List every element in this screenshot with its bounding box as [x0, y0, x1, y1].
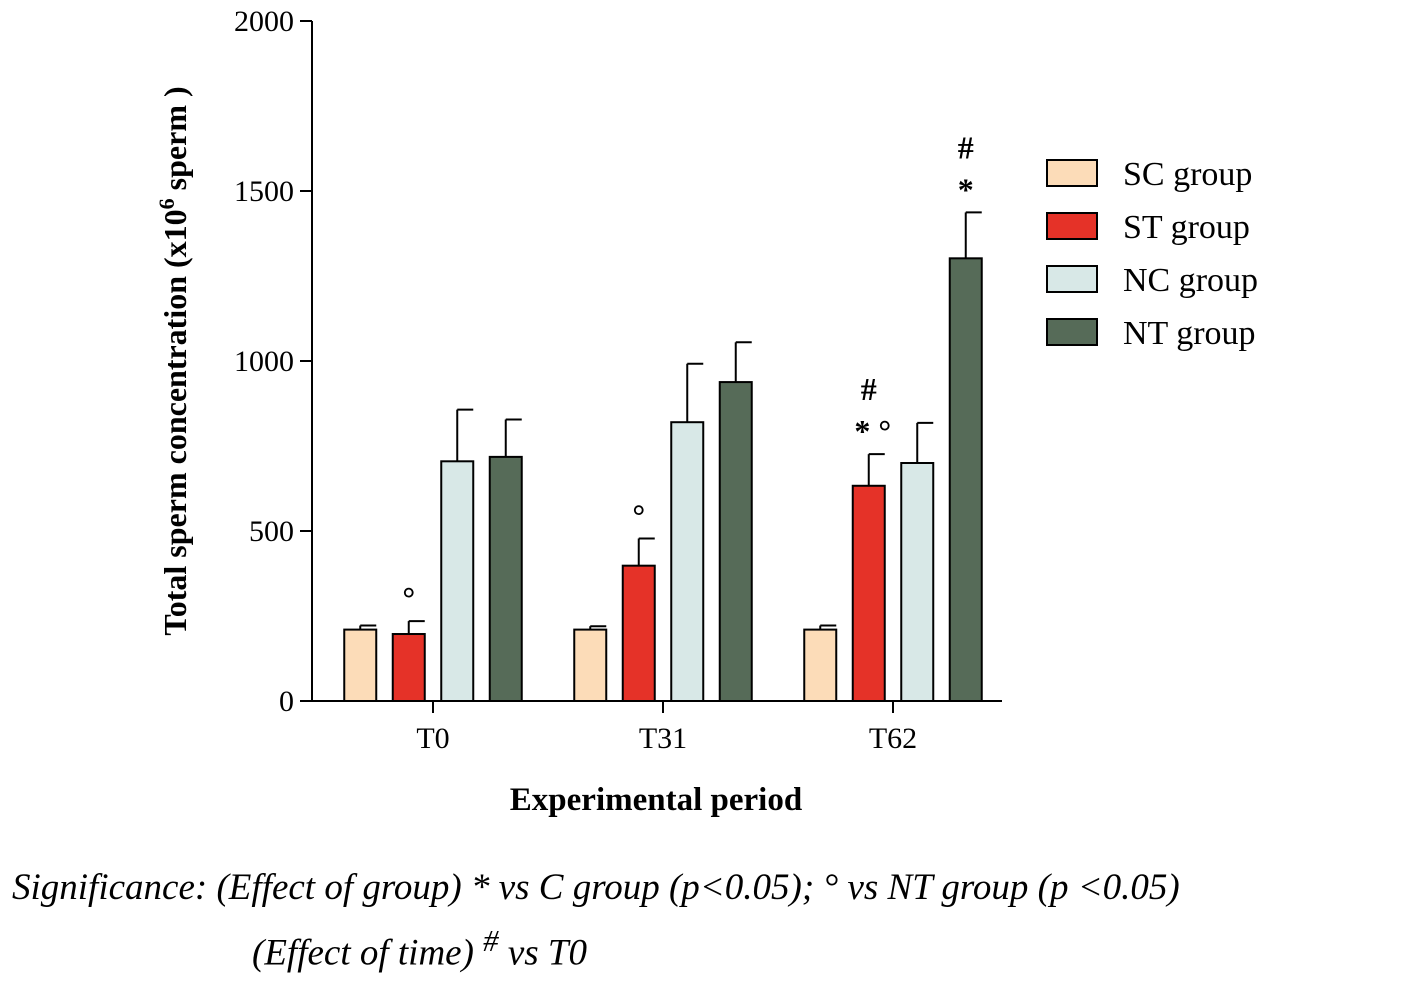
significance-label: ° — [402, 580, 415, 616]
y-tick-label: 1000 — [234, 345, 294, 378]
y-tick-label: 1500 — [234, 175, 294, 208]
footnote-line-1: Significance: (Effect of group) * vs C g… — [12, 867, 1180, 908]
legend-swatch — [1046, 265, 1098, 293]
significance-label: # — [861, 371, 877, 407]
bar — [670, 421, 705, 702]
bar — [718, 381, 753, 702]
y-tick-label: 500 — [249, 515, 294, 548]
bar — [488, 455, 523, 702]
bar — [851, 484, 886, 702]
significance-label: # — [958, 129, 974, 165]
legend-swatch — [1046, 212, 1098, 240]
y-axis-title-part: 6 — [154, 198, 179, 209]
y-axis-title-part: sperm ) — [157, 86, 193, 198]
legend-label: NC group — [1123, 262, 1258, 299]
bar — [803, 628, 838, 702]
x-tick-label: T31 — [639, 722, 687, 755]
legend-label: SC group — [1123, 156, 1252, 193]
bar — [573, 628, 608, 702]
legend-swatch — [1046, 159, 1098, 187]
bar — [440, 460, 475, 702]
footnote-line-2-prefix: (Effect of time) — [252, 932, 484, 974]
x-axis-title: Experimental period — [510, 782, 802, 818]
bar-chart: 0 500 1000 1500 2000 T0 T31 T62 ° ° * ° # * # Total sp… — [154, 5, 1258, 818]
bar — [343, 628, 378, 702]
footnote-line-2-sup: # — [483, 924, 499, 958]
legend-label: ST group — [1123, 209, 1250, 246]
bar — [948, 257, 983, 702]
legend-label: NT group — [1123, 315, 1256, 352]
x-tick-label: T62 — [869, 722, 917, 755]
significance-label: * — [958, 171, 974, 207]
significance-label: ° — [632, 497, 645, 533]
significance-label: * ° — [854, 413, 891, 449]
x-tick-label: T0 — [416, 722, 449, 755]
y-tick-label: 2000 — [234, 5, 294, 38]
bar — [391, 633, 426, 703]
bar — [900, 462, 935, 702]
footnote-line-2: (Effect of time) # vs T0 — [252, 924, 587, 974]
bar — [621, 564, 656, 702]
footnote-line-2-suffix: vs T0 — [498, 932, 587, 974]
y-axis-title: Total sperm concentration (x106 sperm ) — [154, 86, 193, 635]
legend-swatch — [1046, 318, 1098, 346]
y-tick-label: 0 — [279, 685, 294, 718]
y-axis-title-part: Total sperm concentration (x10 — [157, 209, 193, 635]
